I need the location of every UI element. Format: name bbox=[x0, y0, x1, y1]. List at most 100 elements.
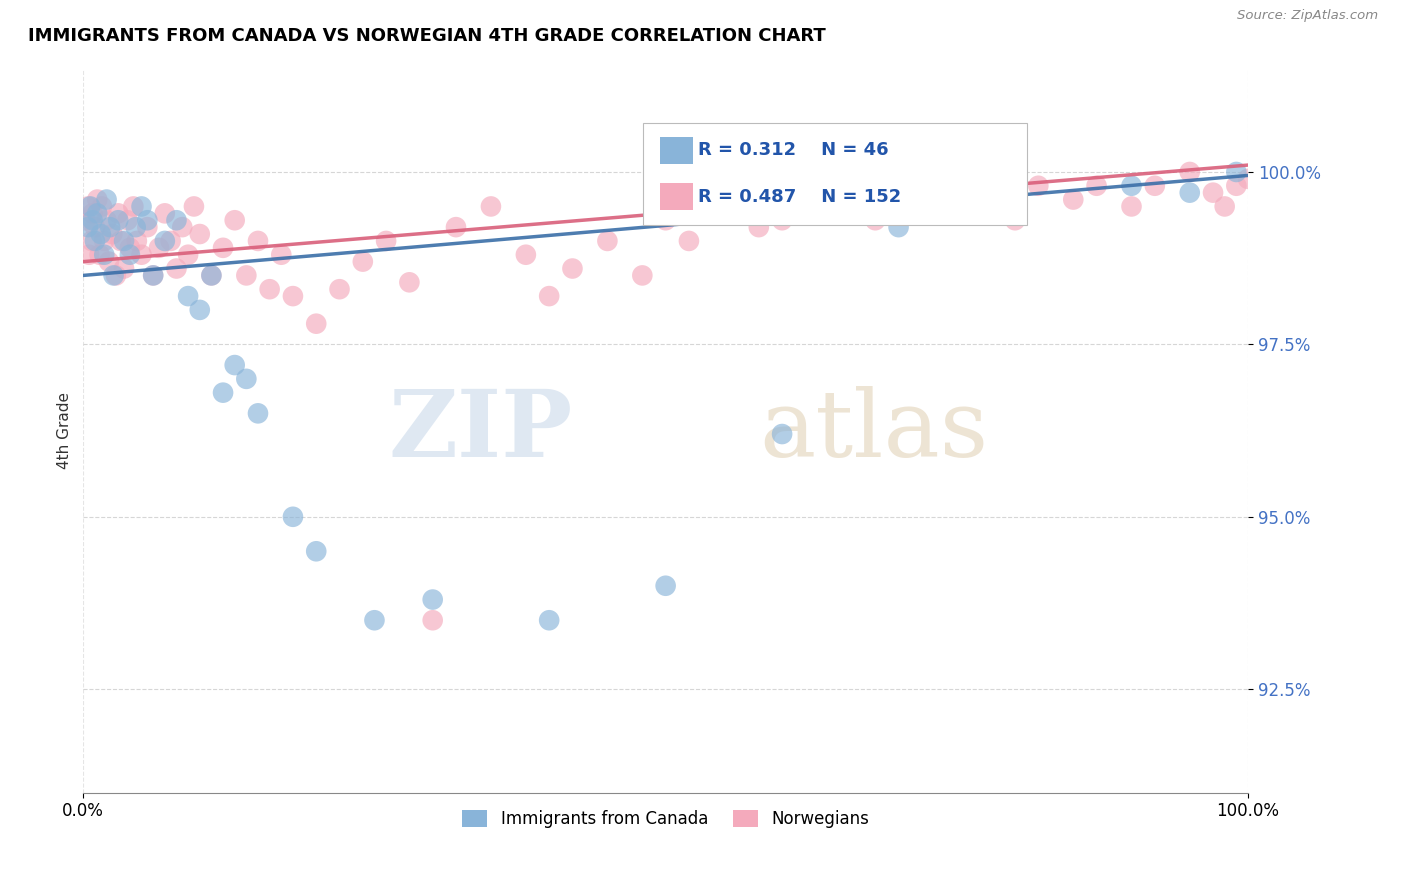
Point bbox=[104, 268, 127, 283]
Point bbox=[77, 248, 100, 262]
Point bbox=[270, 248, 292, 262]
Point bbox=[865, 213, 887, 227]
Point bbox=[153, 234, 176, 248]
Point bbox=[188, 227, 211, 241]
Point bbox=[212, 385, 235, 400]
Point bbox=[96, 193, 118, 207]
Point bbox=[1225, 165, 1247, 179]
Point bbox=[148, 241, 170, 255]
Point bbox=[1178, 165, 1201, 179]
Point bbox=[305, 544, 328, 558]
Text: IMMIGRANTS FROM CANADA VS NORWEGIAN 4TH GRADE CORRELATION CHART: IMMIGRANTS FROM CANADA VS NORWEGIAN 4TH … bbox=[28, 27, 825, 45]
Point bbox=[422, 592, 444, 607]
Point bbox=[117, 213, 139, 227]
Point bbox=[110, 234, 132, 248]
Point bbox=[90, 227, 112, 241]
Point bbox=[90, 199, 112, 213]
Point bbox=[561, 261, 583, 276]
Point bbox=[107, 206, 129, 220]
Point bbox=[125, 220, 148, 235]
Point bbox=[188, 302, 211, 317]
Point bbox=[1225, 178, 1247, 193]
Point bbox=[93, 234, 115, 248]
Point bbox=[77, 199, 100, 213]
Point bbox=[97, 254, 120, 268]
Point bbox=[363, 613, 385, 627]
Point bbox=[305, 317, 328, 331]
Point bbox=[1237, 172, 1260, 186]
Point bbox=[596, 234, 619, 248]
Point bbox=[224, 358, 246, 372]
Point bbox=[84, 220, 107, 235]
Point bbox=[103, 268, 125, 283]
Point bbox=[911, 199, 934, 213]
Text: R = 0.487    N = 152: R = 0.487 N = 152 bbox=[697, 187, 901, 206]
Point bbox=[444, 220, 467, 235]
Point bbox=[422, 613, 444, 627]
Point bbox=[136, 220, 159, 235]
Point bbox=[246, 406, 269, 420]
Point bbox=[1121, 199, 1143, 213]
Point bbox=[806, 193, 828, 207]
Point bbox=[86, 193, 108, 207]
Point bbox=[538, 289, 561, 303]
Y-axis label: 4th Grade: 4th Grade bbox=[58, 392, 72, 469]
Point bbox=[212, 241, 235, 255]
Point bbox=[166, 261, 188, 276]
Point bbox=[678, 234, 700, 248]
Point bbox=[177, 248, 200, 262]
Point bbox=[1213, 199, 1236, 213]
Point bbox=[1202, 186, 1225, 200]
Point bbox=[101, 227, 124, 241]
Point bbox=[235, 268, 257, 283]
Point bbox=[1062, 193, 1084, 207]
Point bbox=[479, 199, 502, 213]
Point bbox=[172, 220, 194, 235]
Point bbox=[1085, 178, 1108, 193]
Point bbox=[654, 213, 676, 227]
Point bbox=[1143, 178, 1166, 193]
Point bbox=[281, 289, 304, 303]
Point bbox=[112, 234, 135, 248]
Point bbox=[122, 199, 145, 213]
Point bbox=[631, 268, 654, 283]
Text: atlas: atlas bbox=[759, 385, 988, 475]
Point bbox=[166, 213, 188, 227]
Point bbox=[77, 220, 100, 235]
Point bbox=[654, 579, 676, 593]
Point bbox=[1178, 186, 1201, 200]
Point bbox=[79, 199, 101, 213]
Point bbox=[136, 213, 159, 227]
Point bbox=[96, 213, 118, 227]
Point bbox=[131, 199, 153, 213]
Point bbox=[887, 220, 910, 235]
Point bbox=[93, 248, 115, 262]
Point bbox=[125, 234, 148, 248]
Point bbox=[1004, 213, 1026, 227]
Point bbox=[82, 213, 104, 227]
Point bbox=[183, 199, 205, 213]
Point bbox=[118, 241, 141, 255]
Point bbox=[89, 248, 111, 262]
Point bbox=[1121, 178, 1143, 193]
Point bbox=[112, 261, 135, 276]
Point bbox=[131, 248, 153, 262]
Point bbox=[1004, 199, 1026, 213]
Point bbox=[830, 199, 852, 213]
Point bbox=[946, 193, 969, 207]
Point bbox=[84, 234, 107, 248]
Point bbox=[80, 234, 103, 248]
Point bbox=[82, 206, 104, 220]
Point bbox=[259, 282, 281, 296]
Point bbox=[75, 213, 97, 227]
Point bbox=[142, 268, 165, 283]
Point bbox=[177, 289, 200, 303]
Point bbox=[224, 213, 246, 227]
Point bbox=[328, 282, 350, 296]
Point bbox=[86, 206, 108, 220]
Point bbox=[538, 613, 561, 627]
Legend: Immigrants from Canada, Norwegians: Immigrants from Canada, Norwegians bbox=[456, 804, 876, 835]
Point bbox=[235, 372, 257, 386]
Point bbox=[770, 427, 793, 442]
Text: Source: ZipAtlas.com: Source: ZipAtlas.com bbox=[1237, 9, 1378, 22]
